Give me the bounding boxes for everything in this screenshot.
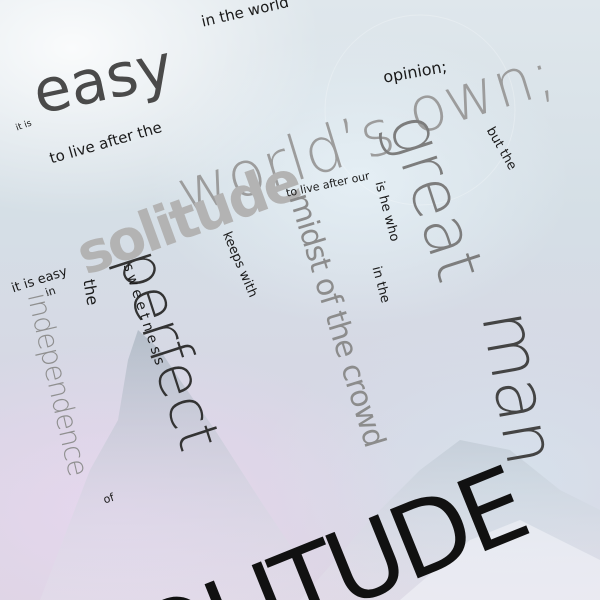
text-of: of [101, 490, 116, 507]
text-the: the [79, 277, 103, 307]
